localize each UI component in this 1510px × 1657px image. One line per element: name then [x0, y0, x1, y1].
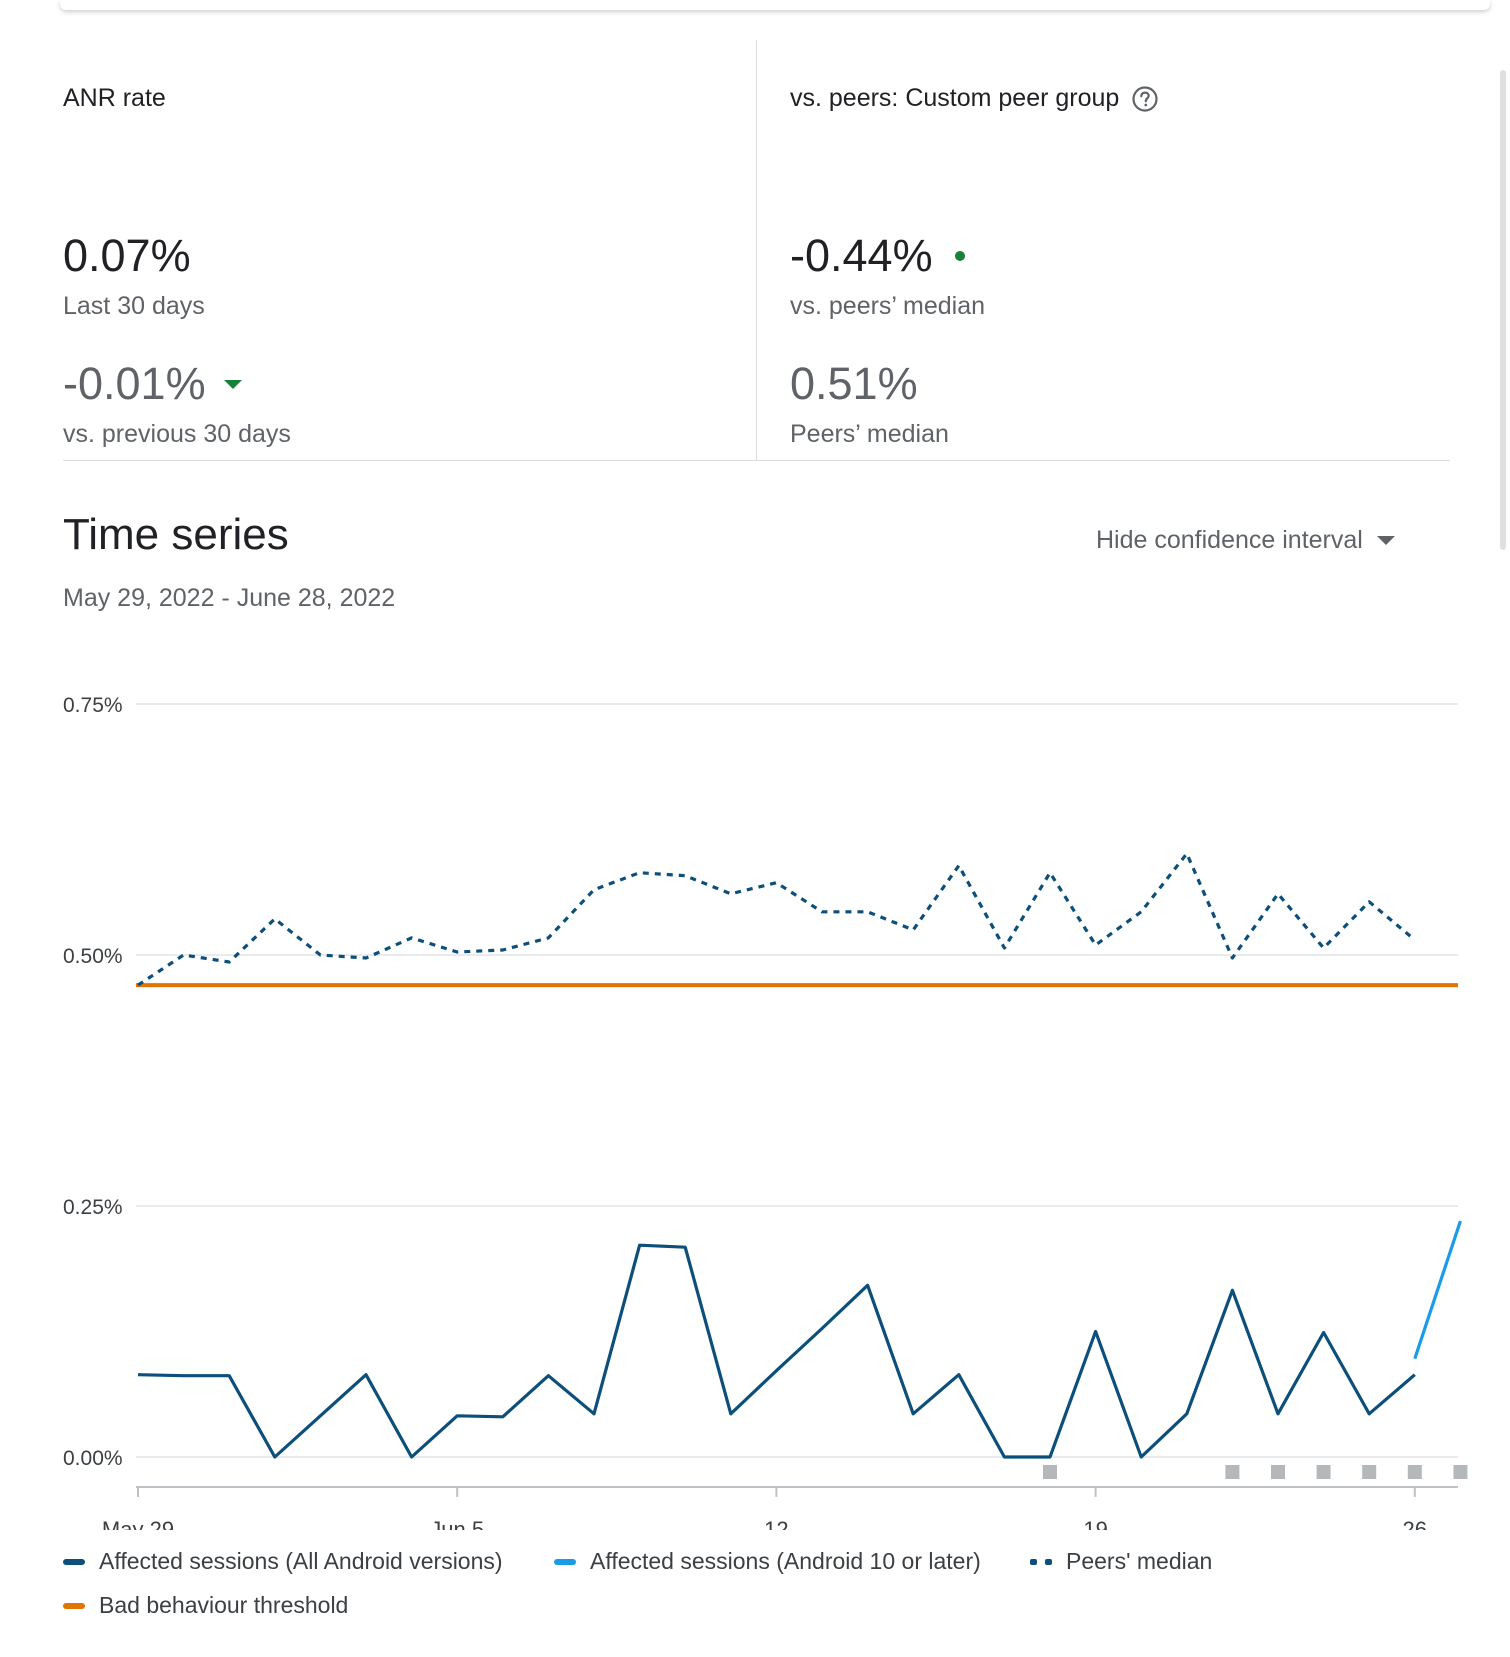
legend-item-threshold: Bad behaviour threshold: [63, 1592, 348, 1619]
peers-median-value-text: 0.51%: [790, 358, 918, 409]
x-tick-label: May 29: [102, 1517, 174, 1530]
data-marker: [1362, 1465, 1377, 1479]
legend-label-threshold: Bad behaviour threshold: [99, 1592, 349, 1618]
legend-label-affected-android10: Affected sessions (Android 10 or later): [590, 1548, 981, 1574]
series-affected-all-line: [137, 1243, 1416, 1459]
legend-swatch-solid-dark: [63, 1558, 85, 1565]
anr-rate-caption: Last 30 days: [63, 292, 205, 320]
anr-rate-value-text: 0.07%: [63, 230, 191, 281]
anr-rate-change-text: -0.01%: [63, 358, 206, 409]
y-tick-label: 0.50%: [63, 945, 123, 968]
section-divider: [63, 460, 1450, 461]
legend-label-peers-median: Peers' median: [1066, 1548, 1213, 1574]
scrollbar[interactable]: [1500, 70, 1506, 550]
anr-rate-panel: ANR rate 0.07% Last 30 days -0.01% vs. p…: [63, 40, 753, 460]
dropdown-arrow-icon: [1376, 536, 1395, 545]
legend-item-affected-android10: Affected sessions (Android 10 or later): [554, 1548, 981, 1575]
x-tick-label: 26: [1403, 1517, 1427, 1530]
panel-divider: [756, 40, 757, 460]
data-marker: [1043, 1465, 1057, 1479]
time-series-date-range: May 29, 2022 - June 28, 2022: [63, 584, 396, 612]
trend-down-icon: [223, 379, 242, 389]
legend-swatch-dotted: [1030, 1558, 1052, 1565]
peers-median-value: 0.51%: [790, 358, 918, 410]
x-tick-label: 12: [764, 1517, 788, 1530]
x-tick-label: 19: [1083, 1517, 1107, 1530]
y-tick-label: 0.00%: [63, 1447, 123, 1470]
legend-swatch-threshold: [63, 1602, 85, 1609]
anr-rate-value: 0.07%: [63, 230, 191, 282]
peers-median-caption: Peers’ median: [790, 420, 949, 448]
x-tick-label: Jun 5: [430, 1517, 484, 1530]
y-tick-label: 0.75%: [63, 694, 123, 717]
help-icon[interactable]: [1131, 85, 1159, 113]
peers-diff-value: -0.44%: [790, 230, 965, 282]
data-marker: [1453, 1465, 1468, 1479]
series-affected-android10-line: [1413, 1220, 1462, 1360]
anr-rate-change: -0.01%: [63, 358, 242, 410]
y-tick-label: 0.25%: [63, 1196, 123, 1219]
anr-rate-change-caption: vs. previous 30 days: [63, 420, 291, 448]
legend-item-peers-median: Peers' median: [1030, 1548, 1212, 1575]
data-marker: [1407, 1465, 1422, 1479]
legend-swatch-solid-light: [554, 1558, 576, 1565]
data-marker: [1316, 1465, 1331, 1479]
time-series-chart: 0.75% 0.50% 0.25% 0.00% May 29 Jun 5 12 19 26: [63, 694, 1468, 1530]
legend-item-affected-all: Affected sessions (All Android versions): [63, 1548, 503, 1575]
legend-label-affected-all: Affected sessions (All Android versions): [99, 1548, 503, 1574]
anr-rate-title: ANR rate: [63, 84, 166, 112]
peers-diff-value-text: -0.44%: [790, 230, 933, 281]
peers-title-row: vs. peers: Custom peer group: [790, 84, 1159, 113]
peers-diff-caption: vs. peers’ median: [790, 292, 985, 320]
confidence-interval-label: Hide confidence interval: [1096, 526, 1363, 554]
peers-panel: vs. peers: Custom peer group -0.44% vs. …: [790, 40, 1450, 460]
confidence-interval-dropdown[interactable]: Hide confidence interval: [1096, 526, 1395, 555]
series-peers-median-line: [137, 852, 1416, 987]
card-top-edge: [60, 0, 1490, 10]
peers-title: vs. peers: Custom peer group: [790, 84, 1120, 112]
data-marker: [1271, 1465, 1285, 1479]
status-good-dot-icon: [954, 251, 965, 261]
time-series-title: Time series: [63, 510, 289, 559]
data-marker: [1225, 1465, 1240, 1479]
